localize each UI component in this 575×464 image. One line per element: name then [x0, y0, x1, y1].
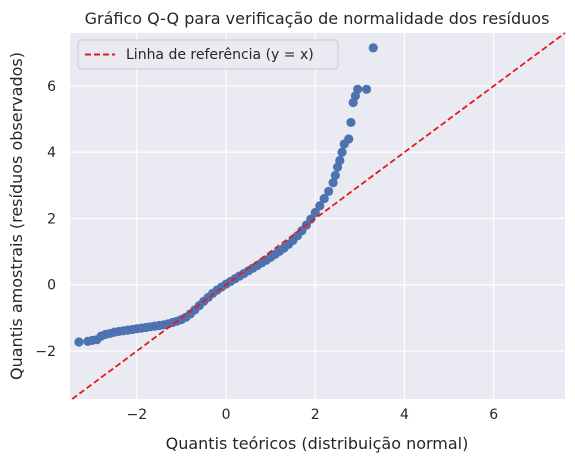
qq-point — [330, 170, 340, 181]
y-tick-label: 6 — [47, 79, 56, 95]
chart-title: Gráfico Q-Q para verificação de normalid… — [85, 9, 550, 28]
points-layer — [74, 43, 378, 347]
x-tick-label: 6 — [489, 407, 498, 423]
qq-point — [337, 147, 347, 157]
reference-line-layer — [71, 32, 566, 400]
y-tick-label: 0 — [47, 278, 56, 294]
y-axis-title: Quantis amostrais (resíduos observados) — [7, 52, 26, 380]
qq-point — [319, 194, 329, 204]
reference-line — [71, 32, 566, 400]
qq-point — [368, 43, 378, 53]
qq-point — [306, 214, 316, 224]
x-axis-title: Quantis teóricos (distribuição normal) — [166, 434, 469, 453]
qq-point — [74, 337, 84, 347]
qq-point — [335, 155, 345, 166]
qq-point — [361, 84, 372, 94]
legend-label-reference-line: Linha de referência (y = x) — [126, 47, 314, 63]
qq-point — [344, 134, 354, 144]
qq-point — [310, 207, 320, 218]
y-tick-label: 4 — [47, 145, 56, 161]
legend-box — [77, 39, 339, 70]
qq-point — [353, 84, 363, 94]
qq-point — [315, 201, 325, 211]
legend: Linha de referência (y = x) — [77, 39, 339, 70]
qq-point — [346, 117, 356, 128]
x-tick-label: 0 — [222, 407, 231, 423]
qq-point — [324, 186, 334, 196]
qq-point — [328, 178, 338, 188]
x-tick-label: 2 — [311, 407, 320, 423]
y-tick-label: −2 — [35, 344, 56, 360]
y-tick-label: 2 — [47, 211, 56, 227]
x-tick-label: 4 — [400, 407, 409, 423]
x-ticks: −2 0 2 4 6 — [127, 407, 499, 423]
y-ticks: −2 0 2 4 6 — [35, 79, 56, 360]
x-tick-label: −2 — [127, 407, 148, 423]
